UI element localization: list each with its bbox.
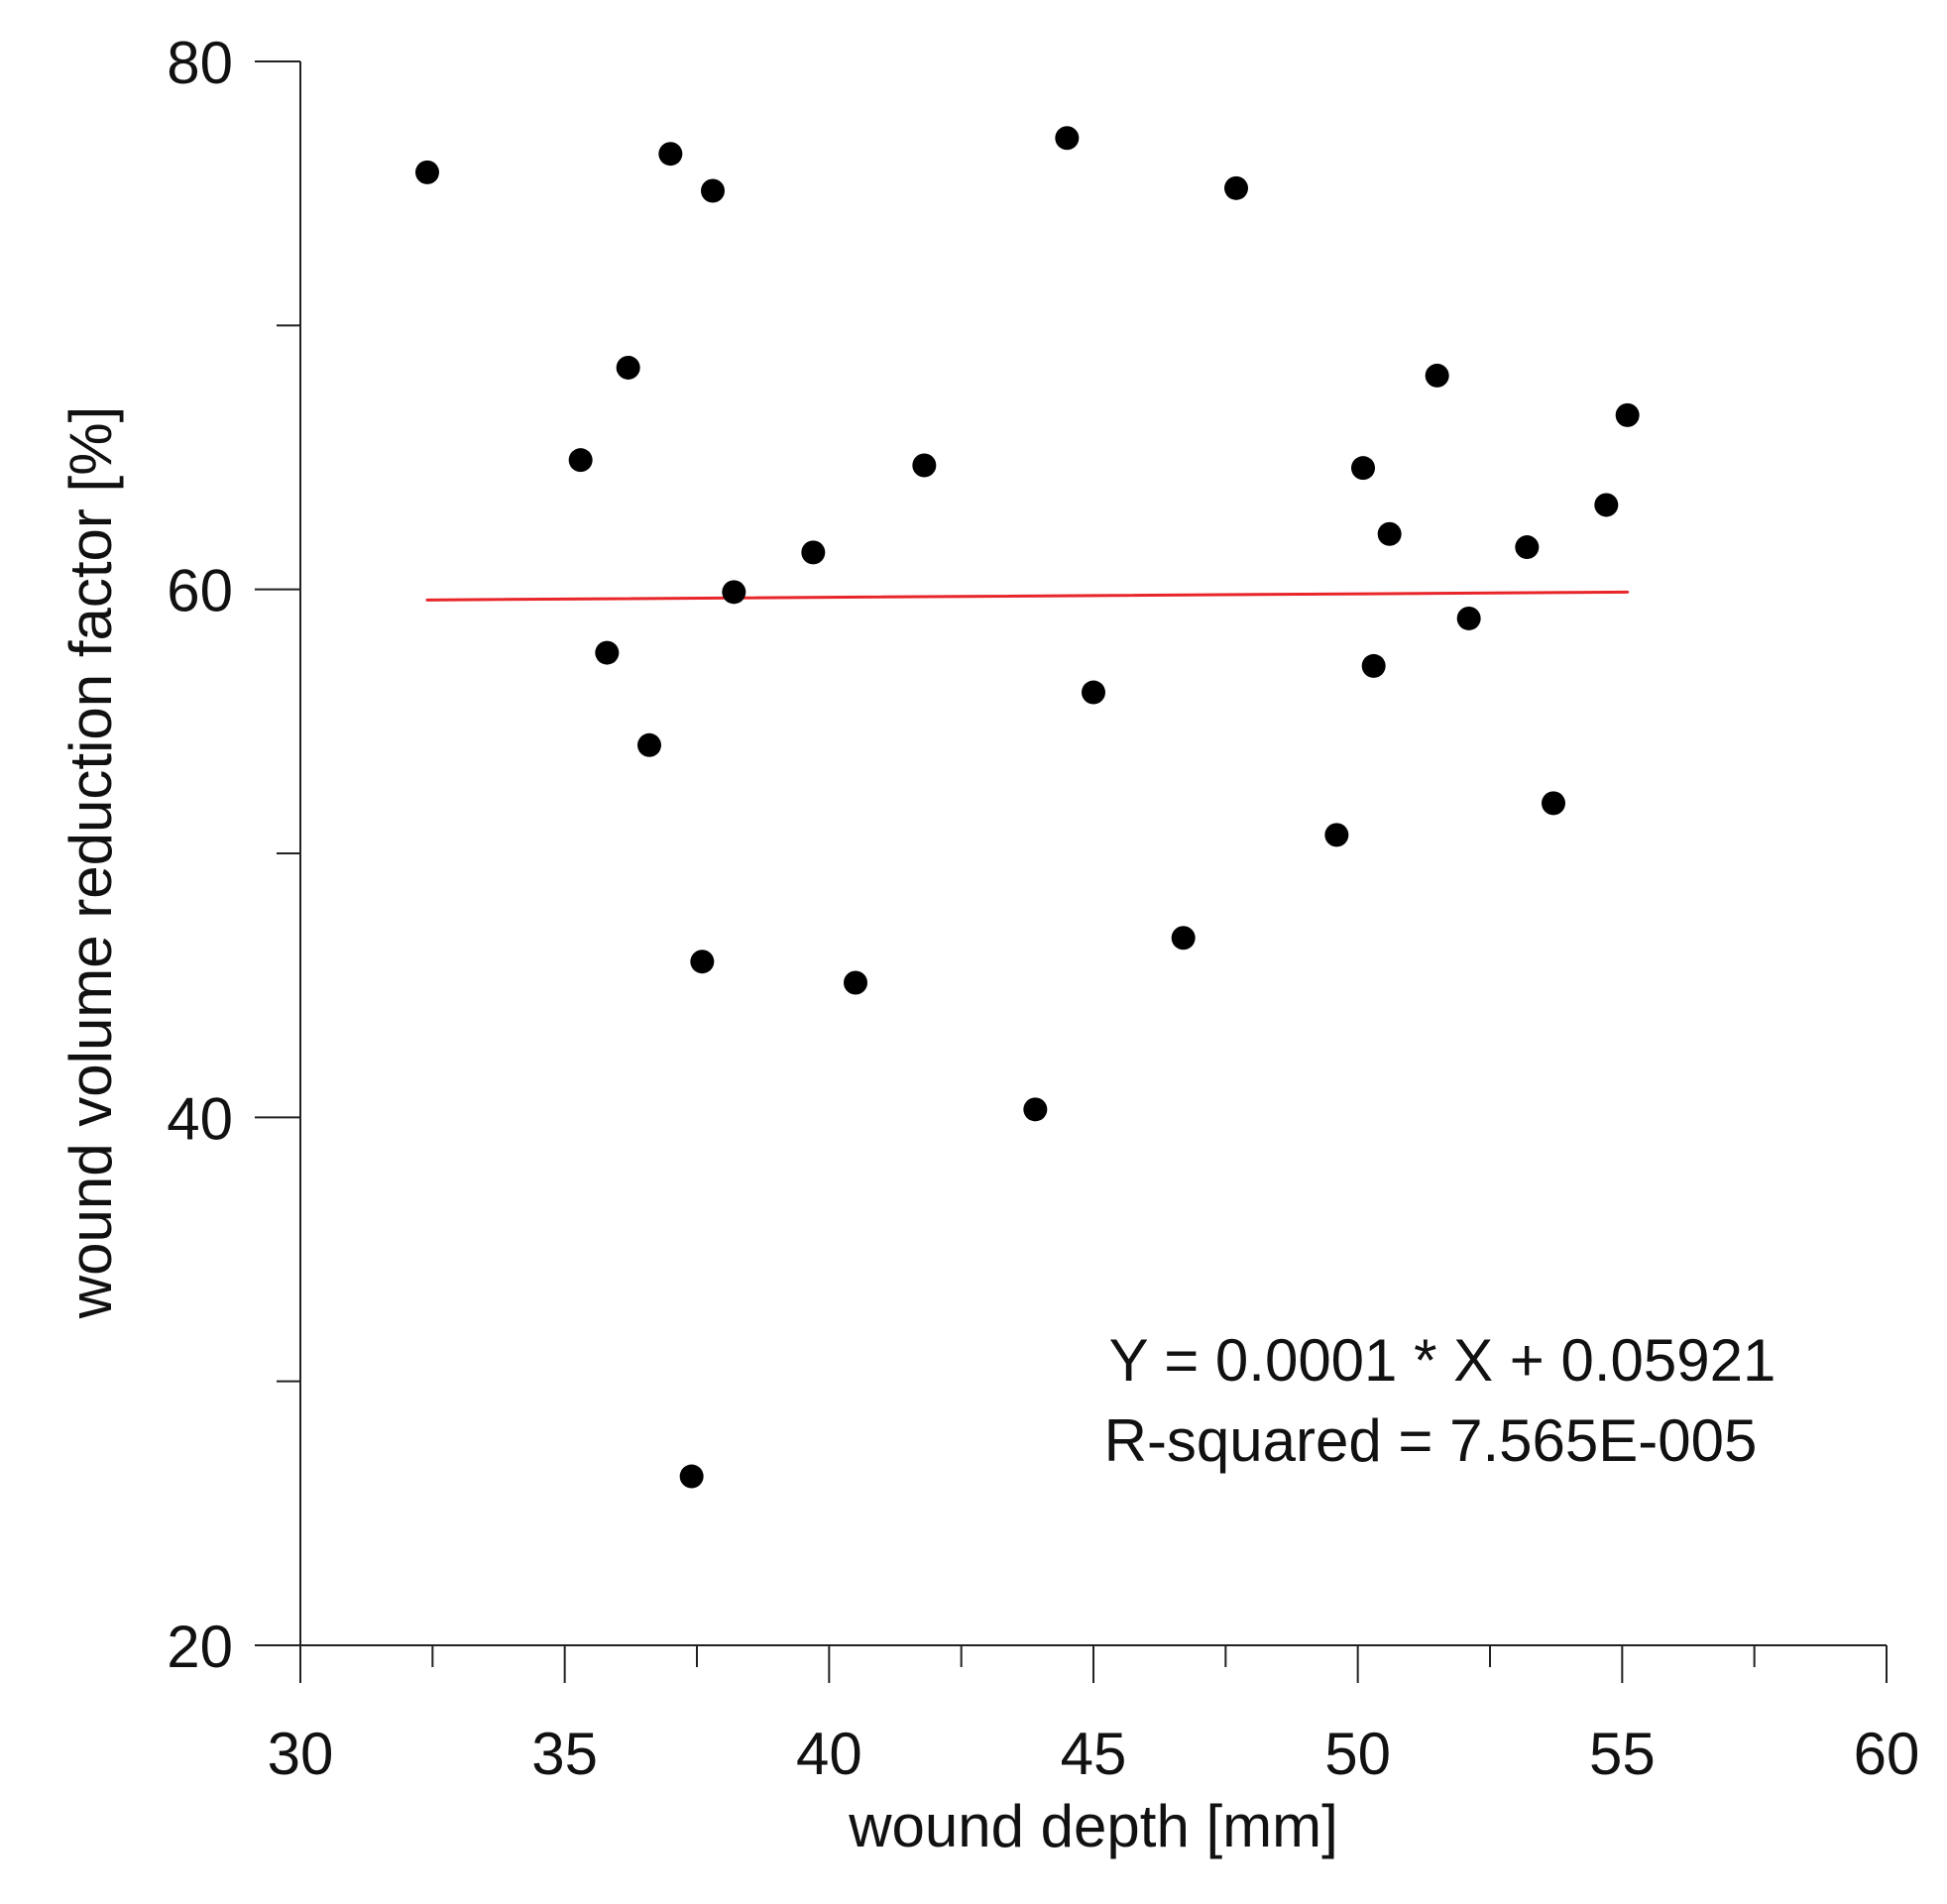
- regression-line: [425, 590, 1630, 602]
- data-point: [1324, 823, 1349, 847]
- y-tick-label: 40: [167, 1085, 233, 1152]
- data-point: [1023, 1097, 1048, 1122]
- data-point: [1542, 791, 1565, 816]
- x-axis-title: wound depth [mm]: [848, 1793, 1338, 1859]
- data-point: [722, 580, 746, 605]
- y-axis: 20 40 60 80: [167, 30, 301, 1683]
- data-point: [658, 142, 683, 167]
- x-tick-label: 50: [1324, 1721, 1391, 1787]
- data-point: [1351, 456, 1375, 481]
- data-point: [844, 970, 867, 995]
- data-point: [616, 355, 640, 380]
- x-tick-label: 55: [1589, 1721, 1656, 1787]
- r-squared-label: R-squared = 7.565E-005: [1104, 1407, 1758, 1474]
- data-points: [415, 126, 1640, 1489]
- x-tick-label: 45: [1061, 1721, 1127, 1787]
- data-point: [1456, 606, 1481, 630]
- data-point: [701, 178, 725, 203]
- data-point: [912, 453, 937, 478]
- y-tick-label: 80: [167, 30, 233, 96]
- data-point: [415, 160, 439, 184]
- data-point: [1055, 126, 1080, 151]
- data-point: [1361, 653, 1386, 678]
- x-tick-label: 40: [796, 1721, 862, 1787]
- data-point: [1594, 493, 1619, 517]
- data-point: [690, 950, 715, 974]
- data-point: [1615, 402, 1640, 427]
- y-tick-label: 60: [167, 558, 233, 624]
- x-tick-label: 60: [1854, 1721, 1920, 1787]
- data-point: [679, 1464, 704, 1489]
- x-axis: 30 35 40 45 50 55 60: [268, 1644, 1920, 1787]
- data-point: [1377, 521, 1402, 546]
- y-axis-title: wound volume reduction factor [%]: [57, 406, 124, 1319]
- x-tick-label: 35: [531, 1721, 598, 1787]
- y-tick-label: 20: [167, 1614, 233, 1680]
- data-point: [1082, 680, 1105, 705]
- data-point: [1425, 363, 1449, 388]
- regression-equation: Y = 0.0001 * X + 0.05921: [1109, 1327, 1776, 1394]
- x-tick-label: 30: [268, 1721, 334, 1787]
- data-point: [1171, 926, 1196, 951]
- data-point: [801, 540, 826, 565]
- data-point: [1224, 175, 1248, 200]
- data-point: [637, 732, 661, 757]
- data-point: [595, 640, 620, 665]
- data-point: [1515, 535, 1540, 560]
- data-point: [568, 448, 593, 473]
